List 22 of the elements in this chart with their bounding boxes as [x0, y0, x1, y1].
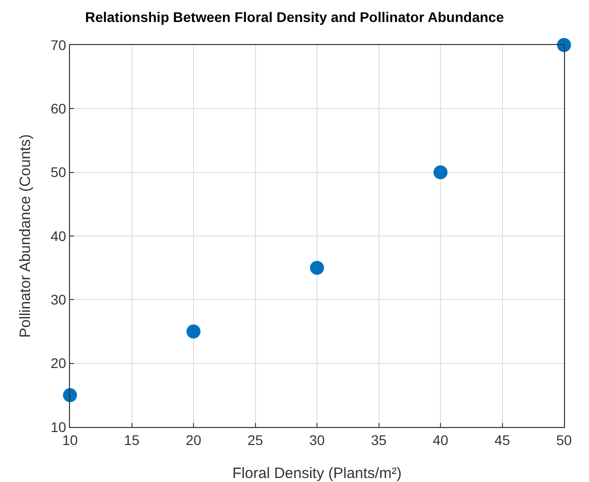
x-tick-label: 30 [309, 432, 325, 448]
x-axis-title: Floral Density (Plants/m²) [232, 465, 402, 482]
point [310, 260, 324, 275]
x-tick-label: 20 [186, 432, 202, 448]
x-tick-label: 35 [370, 432, 387, 448]
point [63, 388, 77, 402]
x-tick-label: 15 [124, 432, 140, 448]
point [557, 38, 571, 52]
point [186, 324, 200, 338]
x-tick-label: 25 [247, 432, 264, 448]
y-tick-label: 60 [50, 100, 66, 117]
y-tick-label: 20 [50, 355, 66, 372]
y-tick-label: 30 [50, 292, 66, 308]
x-tick-label: 45 [494, 432, 510, 448]
y-axis-title: Pollinator Abundance (Counts) [17, 134, 34, 338]
x-tick-label: 50 [556, 432, 572, 448]
chart-title: Relationship Between Floral Density and Pollinator Abundance [85, 8, 504, 25]
y-tick-label: 70 [50, 36, 66, 53]
point [434, 165, 448, 180]
y-tick-label: 50 [50, 164, 66, 180]
y-tick-label: 40 [50, 228, 66, 244]
x-tick-label: 40 [432, 432, 448, 448]
